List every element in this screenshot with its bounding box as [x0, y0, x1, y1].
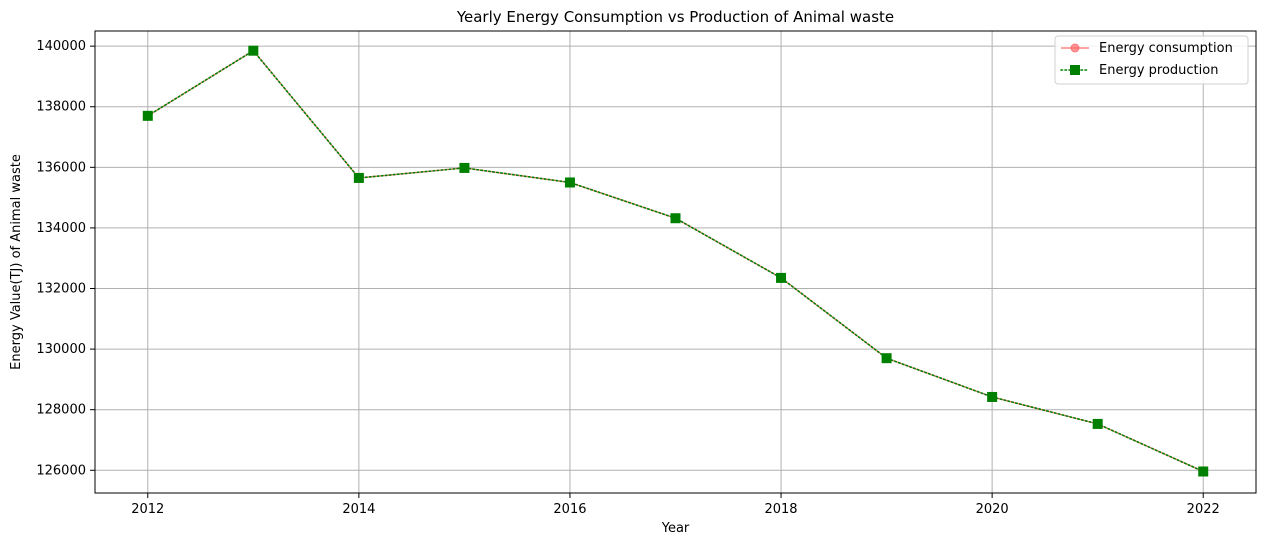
- data-point-energy-production: [670, 213, 681, 224]
- y-tick-label: 134000: [36, 221, 86, 236]
- x-tick-label: 2014: [342, 502, 375, 517]
- y-axis-label: Energy Value(TJ) of Animal waste: [9, 154, 24, 370]
- data-point-energy-production: [776, 272, 787, 283]
- y-tick-label: 126000: [36, 463, 86, 478]
- data-point-energy-production: [1092, 418, 1103, 429]
- legend-label-production: Energy production: [1099, 63, 1218, 78]
- legend-box: [1054, 35, 1249, 85]
- x-axis-label: Year: [661, 521, 690, 536]
- y-tick-label: 138000: [36, 100, 86, 115]
- grid-layer: [95, 31, 1256, 493]
- data-point-energy-production: [1198, 466, 1209, 477]
- data-point-energy-production: [248, 45, 259, 56]
- x-tick-label: 2012: [131, 502, 164, 517]
- data-point-energy-production: [459, 162, 470, 173]
- legend: Energy consumption Energy production: [1054, 35, 1249, 85]
- x-tick-label: 2020: [976, 502, 1009, 517]
- y-tick-label: 140000: [36, 39, 86, 54]
- data-point-energy-production: [564, 177, 575, 188]
- x-tick-label: 2022: [1187, 502, 1220, 517]
- y-tick-label: 130000: [36, 342, 86, 357]
- plot-border: [94, 30, 1257, 494]
- legend-label-consumption: Energy consumption: [1099, 41, 1233, 56]
- legend-marker-production: [1070, 65, 1080, 75]
- data-point-energy-production: [987, 391, 998, 402]
- legend-marker-consumption: [1070, 43, 1080, 53]
- series-layer: [142, 45, 1209, 477]
- chart-title: Yearly Energy Consumption vs Production …: [456, 8, 894, 26]
- tick-layer: 2012 2014 2016 2018 2020 2022 126000 128000 1300…: [36, 39, 1219, 517]
- y-tick-label: 132000: [36, 282, 86, 297]
- x-tick-label: 2016: [553, 502, 586, 517]
- y-tick-label: 128000: [36, 403, 86, 418]
- data-point-energy-production: [881, 353, 892, 364]
- data-point-energy-production: [353, 172, 364, 183]
- y-tick-label: 136000: [36, 160, 86, 175]
- data-point-energy-production: [142, 110, 153, 121]
- x-tick-label: 2018: [764, 502, 797, 517]
